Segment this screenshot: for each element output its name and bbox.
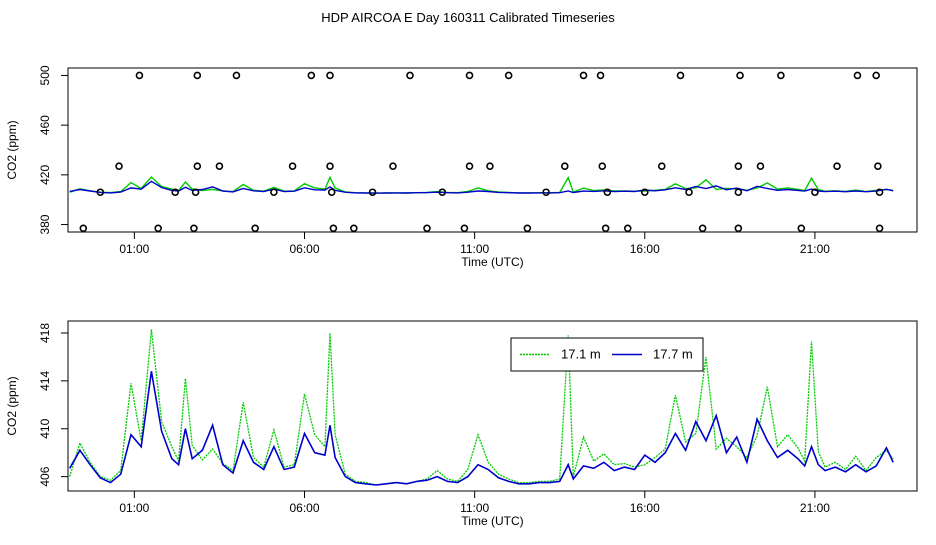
data-point: [657, 162, 666, 170]
data-point: [326, 71, 334, 80]
data-point: [327, 188, 336, 197]
data-point: [797, 224, 806, 233]
x-axis-label: Time (UTC): [461, 514, 523, 528]
data-point: [190, 224, 198, 233]
legend-label: 17.1 m: [561, 347, 601, 362]
series-line-green: [69, 175, 894, 194]
data-point: [232, 71, 241, 80]
data-point: [598, 162, 607, 170]
x-tick-label: 16:00: [630, 501, 660, 515]
y-axis-label: CO2 (ppm): [5, 120, 19, 179]
data-point: [171, 188, 179, 197]
data-point: [734, 224, 743, 233]
series-line-green: [69, 329, 894, 486]
y-tick-label: 418: [38, 323, 52, 343]
data-point: [135, 71, 144, 80]
legend: 17.1 m 17.7 m: [510, 337, 704, 372]
x-tick-label: 21:00: [800, 501, 830, 515]
bottom-panel: 01:00 06:00 11:00 16:00 21:00 406 410 414 418 Tim…: [5, 320, 918, 528]
data-point: [596, 71, 605, 80]
y-tick-label: 406: [38, 466, 52, 486]
series-line-blue: [69, 180, 894, 194]
data-point: [251, 224, 259, 233]
data-point: [329, 224, 338, 233]
x-tick-label: 11:00: [460, 242, 489, 256]
data-point: [423, 224, 431, 233]
data-point: [853, 71, 862, 80]
data-point: [698, 224, 707, 233]
data-point: [872, 71, 880, 80]
data-point: [389, 162, 397, 170]
data-point: [734, 162, 743, 170]
x-tick-label: 21:00: [800, 242, 830, 256]
data-point: [561, 162, 569, 170]
x-tick-label: 06:00: [289, 242, 319, 256]
data-point: [579, 71, 588, 80]
data-point: [875, 188, 884, 197]
x-tick-label: 16:00: [630, 242, 660, 256]
data-point: [734, 188, 743, 197]
data-point: [350, 224, 358, 233]
y-tick-label: 500: [38, 65, 52, 85]
x-tick-label: 01:00: [119, 242, 149, 256]
data-point: [460, 224, 469, 233]
data-point: [603, 188, 612, 197]
plot-frame: [67, 320, 918, 492]
data-point: [523, 224, 532, 233]
data-point: [115, 162, 123, 170]
data-point: [79, 224, 88, 233]
data-point: [438, 188, 447, 197]
data-point: [685, 188, 693, 197]
y-tick-label: 380: [38, 214, 52, 234]
data-point: [833, 162, 841, 170]
legend-label: 17.7 m: [653, 347, 693, 362]
x-tick-label: 01:00: [119, 501, 149, 515]
data-point: [811, 188, 819, 197]
data-point: [368, 188, 377, 197]
data-point: [756, 162, 765, 170]
data-point: [193, 162, 202, 170]
data-point: [191, 188, 200, 197]
data-point: [676, 71, 685, 80]
data-point: [504, 71, 513, 80]
data-point: [542, 188, 550, 197]
data-point: [777, 71, 785, 80]
data-point: [215, 162, 224, 170]
plot-frame: [67, 67, 918, 233]
data-point: [465, 71, 474, 80]
data-point: [326, 162, 334, 170]
chart-title: HDP AIRCOA E Day 160311 Calibrated Times…: [321, 10, 615, 25]
data-point: [874, 162, 882, 170]
data-point: [601, 224, 610, 233]
data-point: [486, 162, 494, 170]
top-panel: 01:00 06:00 11:00 16:00 21:00 380 420 460 500 Tim…: [5, 65, 918, 269]
data-point: [875, 224, 884, 233]
data-point: [193, 71, 202, 80]
data-point: [623, 224, 632, 233]
y-tick-label: 414: [38, 371, 52, 391]
y-axis-label: CO2 (ppm): [5, 376, 19, 435]
data-point: [406, 71, 414, 80]
data-point: [270, 188, 278, 197]
y-tick-label: 460: [38, 115, 52, 135]
data-point: [307, 71, 316, 80]
data-point: [96, 188, 105, 197]
y-tick-label: 420: [38, 165, 52, 185]
x-axis-label: Time (UTC): [461, 255, 523, 269]
x-tick-label: 06:00: [289, 501, 319, 515]
x-tick-label: 11:00: [460, 501, 489, 515]
data-point: [288, 162, 297, 170]
y-tick-label: 410: [38, 418, 52, 438]
data-point: [465, 162, 474, 170]
series-line-blue: [69, 371, 894, 486]
data-point: [736, 71, 744, 80]
data-point: [154, 224, 162, 233]
data-point: [640, 188, 649, 197]
